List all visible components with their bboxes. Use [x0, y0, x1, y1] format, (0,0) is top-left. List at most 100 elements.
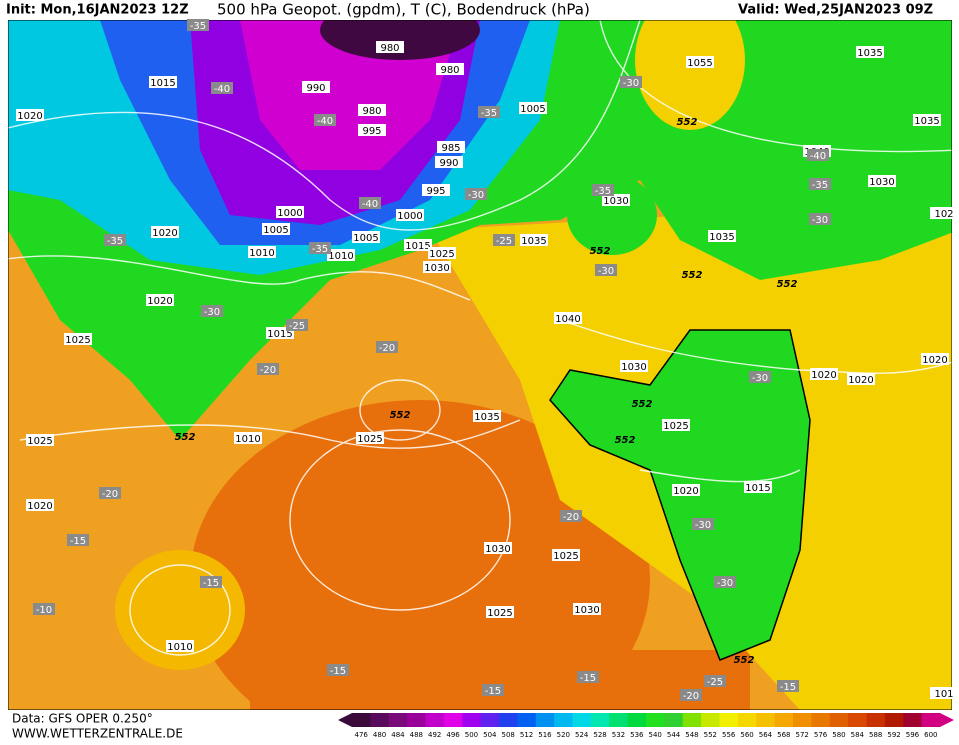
isobar-label-box: [352, 231, 380, 243]
temperature-label-text: -40: [317, 116, 333, 127]
isobar-label: 1035: [856, 46, 884, 59]
temperature-label-box: [807, 149, 829, 161]
isobar-label-box: [146, 294, 174, 306]
temperature-label-box: [376, 341, 398, 353]
height-label: 552: [615, 435, 636, 446]
isobars: [8, 20, 952, 656]
field-orange: [190, 400, 650, 710]
temperature-label-box: [493, 234, 515, 246]
isobar-label-box: [810, 368, 838, 380]
isobar-label: 1055: [686, 56, 714, 69]
colorbar-label: 548: [685, 731, 698, 739]
isobar-label: 101: [930, 687, 958, 700]
temperature-label: -15: [327, 664, 349, 677]
temperature-label-box: [680, 689, 702, 701]
temperature-label-box: [314, 114, 336, 126]
isobar-label: 1015: [404, 239, 432, 252]
isobar-label-text: 1005: [353, 233, 378, 244]
isobar-label-box: [327, 249, 355, 261]
isobar-label-box: [302, 81, 330, 93]
isobar-label-box: [358, 104, 386, 116]
isobar-label: 1025: [486, 606, 514, 619]
isobar-label-text: 990: [439, 158, 458, 169]
colorbar-cell: [737, 713, 757, 727]
isobar-label-text: 1055: [687, 58, 712, 69]
temperature-label-text: -30: [752, 373, 768, 384]
temperature-label: -15: [67, 534, 89, 547]
colorbar-cell: [590, 713, 610, 727]
colorbar-cell: [572, 713, 592, 727]
isobar-label: 1005: [262, 223, 290, 236]
temperature-label-text: -20: [683, 691, 699, 702]
temperature-label: -35: [309, 242, 331, 255]
colorbar-cell: [884, 713, 904, 727]
temperature-label-text: -15: [780, 682, 796, 693]
isobar-label: 1025: [356, 432, 384, 445]
colorbar-label: 492: [428, 731, 441, 739]
isobar-label-box: [847, 373, 875, 385]
colorbar-cell: [370, 713, 390, 727]
colorbar-arrow-high: [940, 713, 954, 727]
isobar-label-box: [26, 434, 54, 446]
isobar-label-text: 1025: [429, 249, 454, 260]
temperature-label-box: [257, 363, 279, 375]
isobar-label-text: 1030: [424, 263, 449, 274]
isobar-label-box: [672, 484, 700, 496]
temperature-label: -35: [478, 106, 500, 119]
isobar-label-box: [248, 246, 276, 258]
isobar-label-text: 1005: [520, 104, 545, 115]
isobar-label-box: [930, 687, 958, 699]
isobar-label: 1025: [64, 333, 92, 346]
temperature-label-box: [482, 684, 504, 696]
valid-time: Valid: Wed,25JAN2023 09Z: [738, 3, 933, 18]
isobar-label-box: [573, 603, 601, 615]
isobar-label-box: [166, 640, 194, 652]
isobar-label-text: 985: [441, 143, 460, 154]
temperature-label-box: [809, 213, 831, 225]
isobar-label-box: [744, 481, 772, 493]
colorbar-cell: [756, 713, 776, 727]
colorbar-cell: [811, 713, 831, 727]
isobar-label: 1000: [396, 209, 424, 222]
colorbar-label: 520: [557, 731, 570, 739]
colorbar-arrow-low: [338, 713, 352, 727]
colorbar-cell: [407, 713, 426, 727]
isobar-label-text: 995: [426, 186, 445, 197]
colorbar-label: 540: [649, 731, 662, 739]
temperature-label-box: [327, 664, 349, 676]
colorbar-label: 564: [759, 731, 773, 739]
isobar-label: 985: [437, 141, 465, 154]
isobar-label-box: [856, 46, 884, 58]
isobar-label: 980: [436, 63, 464, 76]
temperature-label: -35: [809, 178, 831, 191]
isobar-label-text: 1025: [65, 335, 90, 346]
isobar-label-box: [358, 124, 386, 136]
isobar-label-text: 1020: [848, 375, 873, 386]
isobar-label: 980: [358, 104, 386, 117]
temperature-label-text: -35: [107, 236, 123, 247]
isobar-label: 1030: [573, 603, 601, 616]
isobar-label: 1005: [519, 102, 547, 115]
isobar-label-text: 1005: [263, 225, 288, 236]
isobar-label: 980: [376, 41, 404, 54]
temperature-label: -35: [104, 234, 126, 247]
temperature-label-text: -25: [289, 321, 305, 332]
colorbar-label: 532: [612, 731, 625, 739]
isobar-label: 1015: [149, 76, 177, 89]
temperature-label-text: -15: [485, 686, 501, 697]
isobar-label: 1035: [520, 234, 548, 247]
colorbar-label: 528: [593, 731, 606, 739]
colorbar-label: 568: [777, 731, 790, 739]
isobar-label-text: 1015: [405, 241, 430, 252]
temperature-label-text: -30: [204, 307, 220, 318]
temperature-label-text: -35: [190, 21, 206, 32]
colorbar-cell: [352, 713, 371, 727]
colorbar-cell: [425, 713, 445, 727]
isobar-label: 1030: [868, 175, 896, 188]
colorbar-cell: [903, 713, 923, 727]
field-orange: [250, 650, 750, 710]
isobar-label-text: 990: [306, 83, 325, 94]
temperature-label: -20: [99, 487, 121, 500]
isobar-label-box: [930, 207, 958, 219]
isobar-label-box: [16, 109, 44, 121]
